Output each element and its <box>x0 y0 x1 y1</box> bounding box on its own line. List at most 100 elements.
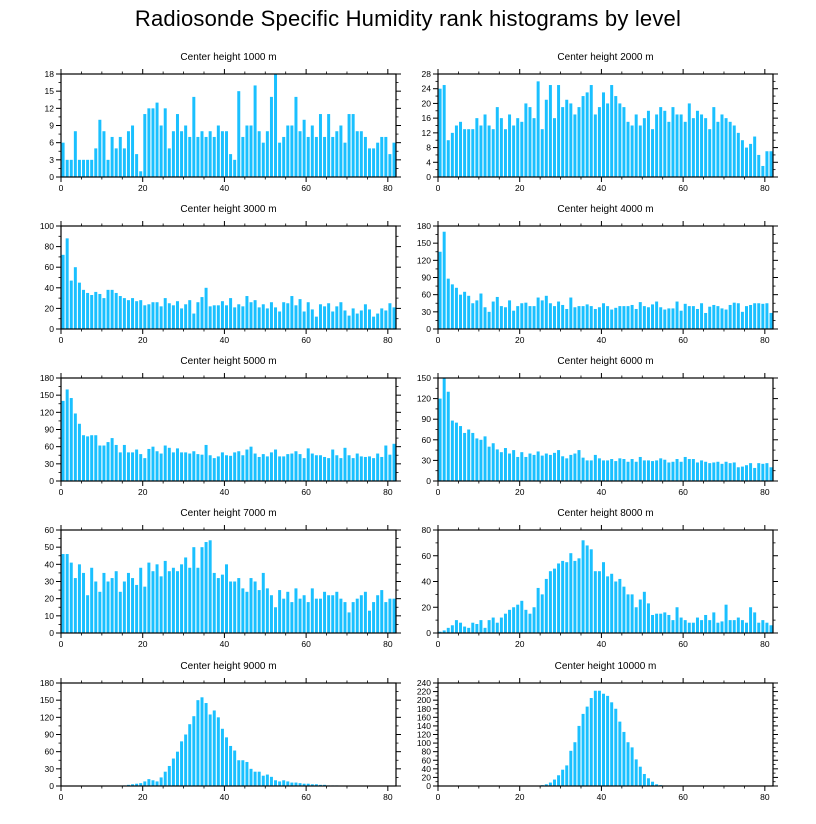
histogram-bar <box>282 302 286 329</box>
histogram-bar <box>503 307 507 329</box>
histogram-bar <box>565 99 569 177</box>
histogram-bar <box>491 617 495 633</box>
histogram-bar <box>180 564 184 633</box>
histogram-bar <box>339 125 343 177</box>
y-tick-label: 220 <box>417 687 431 697</box>
histogram-bar <box>740 311 744 329</box>
histogram-bar <box>147 562 151 633</box>
histogram-bar <box>229 581 233 633</box>
x-tick-label: 0 <box>59 183 64 193</box>
histogram-bar <box>728 620 732 633</box>
histogram-bar <box>512 310 516 329</box>
histogram-bar <box>745 147 748 177</box>
x-tick-label: 20 <box>515 487 525 497</box>
histogram-bar <box>593 454 597 481</box>
histogram-bar <box>204 444 208 481</box>
histogram-bar <box>667 462 671 481</box>
histogram-bar <box>131 452 135 481</box>
histogram-bar <box>388 598 392 633</box>
y-tick-label: 140 <box>417 721 431 731</box>
histogram-bar <box>557 301 561 329</box>
histogram-panel: Center height 2000 m 0 20 40 60 80 0 4 8 12 16 20 24… <box>422 52 778 193</box>
histogram-bar <box>220 574 224 633</box>
histogram-bar <box>180 452 184 481</box>
histogram-bar <box>528 453 532 481</box>
histogram-bar <box>192 547 196 633</box>
histogram-bar <box>147 779 151 786</box>
histogram-bar <box>73 413 77 481</box>
histogram-bar <box>139 171 143 177</box>
histogram-bar <box>740 140 744 177</box>
histogram-bar <box>135 301 139 329</box>
histogram-bar <box>351 114 355 177</box>
y-tick-label: 30 <box>45 459 55 469</box>
y-tick-label: 0 <box>49 172 54 182</box>
histogram-bar <box>634 461 638 481</box>
histogram-bar <box>642 118 646 177</box>
histogram-bar <box>200 297 204 329</box>
histogram-bar <box>593 571 597 633</box>
histogram-bar <box>253 85 257 177</box>
histogram-bar <box>69 398 73 481</box>
histogram-bar <box>286 454 290 481</box>
histogram-bar <box>487 620 491 633</box>
y-tick-label: 16 <box>422 113 432 123</box>
histogram-bar <box>528 306 532 329</box>
y-tick-label: 120 <box>417 394 431 404</box>
histogram-bar <box>159 306 163 329</box>
histogram-bar <box>351 602 355 633</box>
histogram-bar <box>306 783 310 786</box>
histogram-bar <box>204 287 208 329</box>
histogram-bar <box>450 420 454 481</box>
histogram-bar <box>86 436 90 481</box>
histogram-bar <box>73 131 77 177</box>
histogram-bar <box>512 450 516 481</box>
histogram-bar <box>359 456 363 481</box>
x-tick-label: 0 <box>436 792 441 802</box>
histogram-bar <box>622 731 626 786</box>
histogram-bar <box>323 456 327 481</box>
histogram-bar <box>618 458 622 481</box>
histogram-bar <box>708 620 712 633</box>
histogram-bar <box>343 602 347 633</box>
histogram-bar <box>728 304 732 329</box>
x-tick-label: 0 <box>436 183 441 193</box>
histogram-bar <box>606 576 610 633</box>
y-tick-label: 90 <box>422 414 432 424</box>
histogram-bar <box>327 114 331 177</box>
histogram-panel: Center height 5000 m 0 20 40 60 80 0 30 60 90 120 1… <box>40 356 401 497</box>
y-tick-label: 150 <box>40 695 54 705</box>
panel-title: Center height 4000 m <box>557 204 653 215</box>
histogram-bar <box>343 310 347 329</box>
histogram-bar <box>459 294 463 329</box>
histogram-bar <box>265 774 269 786</box>
y-tick-label: 0 <box>426 781 431 791</box>
y-tick-label: 6 <box>49 138 54 148</box>
histogram-bar <box>131 784 135 786</box>
histogram-bar <box>106 289 110 329</box>
histogram-bar <box>90 435 94 481</box>
histogram-bar <box>491 129 495 177</box>
histogram-bar <box>290 782 294 786</box>
histogram-bar <box>318 304 322 329</box>
histogram-bar <box>208 306 212 329</box>
histogram-bar <box>638 125 642 177</box>
histogram-bar <box>147 448 151 481</box>
histogram-bar <box>442 630 446 633</box>
histogram-bar <box>384 310 388 329</box>
histogram-bar <box>540 594 544 633</box>
histogram-bar <box>363 591 367 633</box>
histogram-bar <box>663 459 667 481</box>
histogram-bar <box>122 298 126 329</box>
histogram-bar <box>98 591 102 633</box>
histogram-bar <box>351 458 355 481</box>
x-tick-label: 0 <box>59 335 64 345</box>
histogram-bar <box>589 306 593 329</box>
histogram-bar <box>671 461 675 481</box>
histogram-bar <box>638 456 642 481</box>
histogram-bar <box>683 620 687 633</box>
y-tick-label: 240 <box>417 678 431 688</box>
histogram-bar <box>253 771 257 786</box>
histogram-bar <box>135 783 139 786</box>
histogram-bar <box>438 631 442 633</box>
